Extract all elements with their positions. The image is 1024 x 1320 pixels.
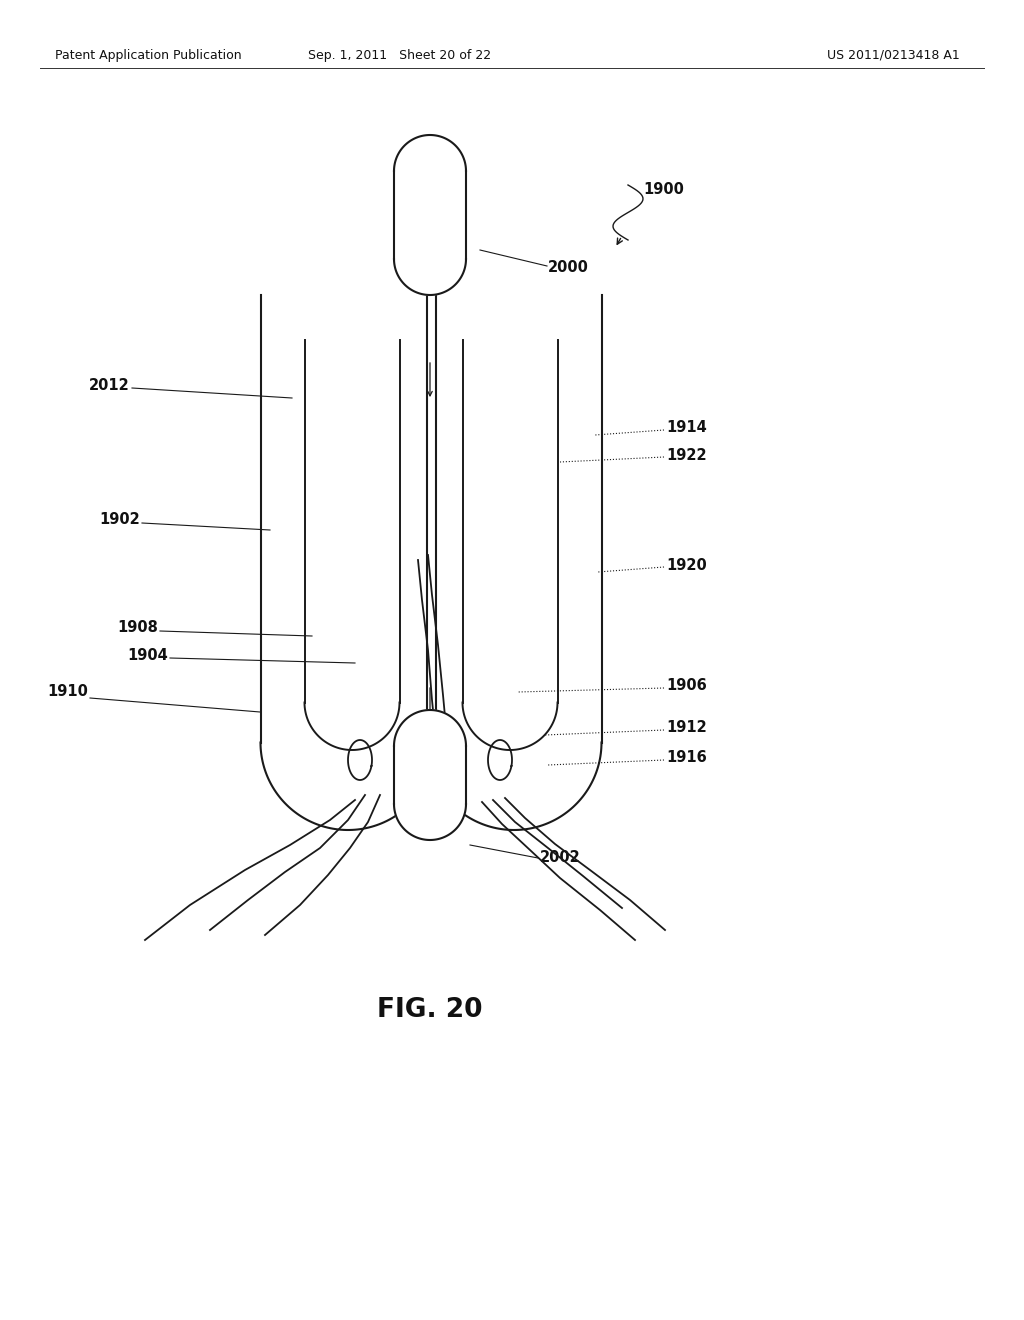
Text: 1916: 1916: [666, 751, 707, 766]
Text: 1922: 1922: [666, 447, 707, 462]
Text: 1906: 1906: [666, 677, 707, 693]
Text: 1904: 1904: [127, 648, 168, 663]
Text: 2012: 2012: [89, 378, 130, 392]
Text: 1900: 1900: [643, 182, 684, 198]
Text: 2000: 2000: [548, 260, 589, 276]
Text: FIG. 20: FIG. 20: [377, 997, 482, 1023]
Polygon shape: [394, 746, 466, 804]
Text: 2002: 2002: [540, 850, 581, 866]
Text: 1902: 1902: [99, 512, 140, 528]
Polygon shape: [260, 294, 435, 830]
Text: 1920: 1920: [666, 557, 707, 573]
Text: 1908: 1908: [117, 620, 158, 635]
Polygon shape: [304, 341, 399, 750]
Text: US 2011/0213418 A1: US 2011/0213418 A1: [827, 49, 961, 62]
Text: 1912: 1912: [666, 721, 707, 735]
Text: Sep. 1, 2011   Sheet 20 of 22: Sep. 1, 2011 Sheet 20 of 22: [308, 49, 492, 62]
Polygon shape: [394, 804, 466, 840]
Polygon shape: [463, 341, 557, 750]
Polygon shape: [394, 259, 466, 294]
Polygon shape: [427, 294, 601, 830]
Polygon shape: [394, 135, 466, 172]
Text: 1914: 1914: [666, 421, 707, 436]
Polygon shape: [394, 710, 466, 746]
Text: Patent Application Publication: Patent Application Publication: [55, 49, 242, 62]
Polygon shape: [394, 172, 466, 259]
Text: 1910: 1910: [47, 685, 88, 700]
